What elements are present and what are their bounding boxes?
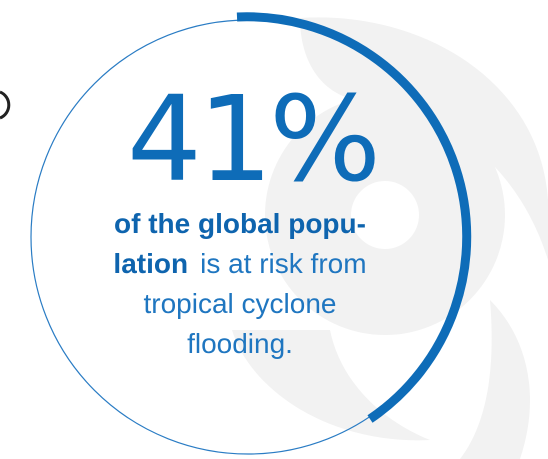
- caption-highlight-line1: of the global popu-: [114, 208, 366, 239]
- statistic-text: 41% of the global popu- lation is at risk…: [50, 80, 430, 364]
- caption-line3: tropical cyclone: [143, 288, 337, 319]
- progress-arc: [236, 12, 472, 423]
- caption-highlight-line2: lation: [113, 248, 189, 279]
- caption-rest-line2: is at risk from: [200, 248, 367, 279]
- caption-line4: flooding.: [187, 328, 293, 359]
- cyclone-eye: [351, 181, 419, 249]
- edge-ring-fragment: [0, 90, 11, 120]
- statistic-caption: of the global popu- lation is at risk fro…: [50, 204, 430, 364]
- caption-line2: lation is at risk from: [50, 244, 430, 284]
- statistic-value: 41%: [126, 70, 381, 208]
